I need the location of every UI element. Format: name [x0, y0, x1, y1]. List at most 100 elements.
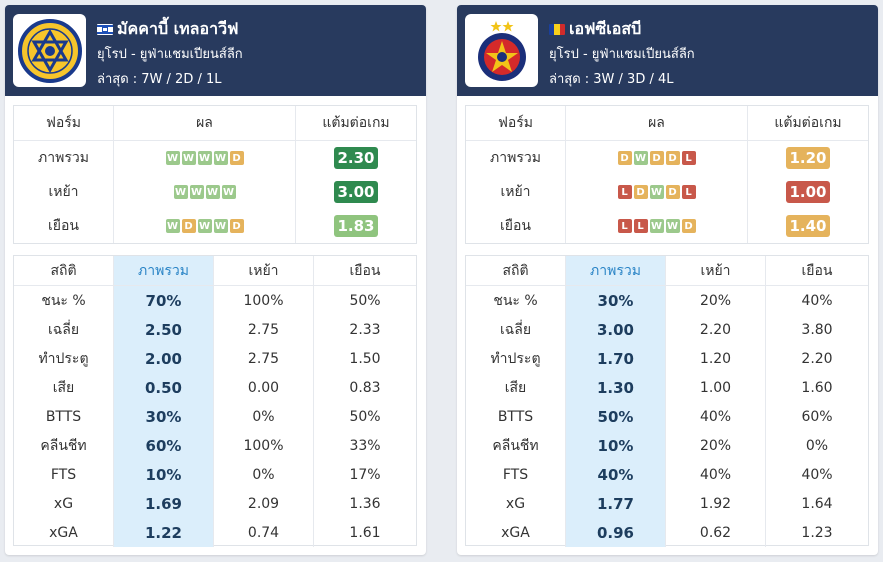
ppg-badge: 1.20 — [786, 147, 830, 169]
stat-away-value: 1.50 — [349, 350, 381, 367]
home-col-header[interactable]: เหย้า — [214, 256, 314, 285]
stat-overall-value: 1.22 — [114, 518, 214, 547]
team-recent-record: ล่าสุด : 7W / 2D / 1L — [97, 72, 222, 87]
stat-label: คลีนชีท — [14, 431, 114, 460]
result-badge: W — [649, 219, 664, 233]
stat-overall-value: 30% — [566, 286, 666, 315]
stat-home-value: 1.92 — [666, 489, 766, 518]
away-col-header[interactable]: เยือน — [349, 262, 381, 279]
form-table-header: ฟอร์ม ผล แต้มต่อเกม — [466, 106, 868, 141]
stat-overall-value: 0.50 — [114, 373, 214, 402]
home-col-header[interactable]: เหย้า — [666, 256, 766, 285]
team-header: มัคคาบี้ เทลอาวีฟ ยุโรป - ยูฟ่าแชมเปียนส… — [5, 5, 426, 96]
result-badge: W — [213, 151, 228, 165]
israel-flag-icon — [97, 23, 113, 35]
ppg-badge: 2.30 — [334, 147, 378, 169]
team-league: ยุโรป - ยูฟ่าแชมเปียนส์ลีก — [97, 47, 243, 62]
team-logo[interactable] — [13, 14, 86, 87]
team-name[interactable]: มัคคาบี้ เทลอาวีฟ — [117, 18, 239, 38]
stat-home-value: 100% — [214, 431, 314, 460]
stats-table: สถิติ ภาพรวม เหย้า เยือน ชนะ % 70% 100% 50%… — [13, 255, 417, 547]
stat-label: เสีย — [14, 373, 114, 402]
team-logo[interactable] — [465, 14, 538, 87]
stat-away-value: 60% — [801, 408, 833, 425]
stat-label: ชนะ % — [14, 286, 114, 315]
stat-label: xGA — [466, 518, 566, 547]
stats-row: คลีนชีท 60% 100% 33% — [14, 431, 416, 460]
away-col-header[interactable]: เยือน — [801, 262, 833, 279]
form-row-label: เยือน — [466, 209, 566, 243]
result-badge: W — [665, 219, 680, 233]
stat-overall-value: 1.77 — [566, 489, 666, 518]
stat-label: เฉลี่ย — [14, 315, 114, 344]
result-badge: W — [197, 219, 212, 233]
stats-row: เสีย 0.50 0.00 0.83 — [14, 373, 416, 402]
form-row-label: เหย้า — [466, 175, 566, 209]
result-badge: L — [617, 185, 632, 199]
result-badge: D — [681, 219, 696, 233]
result-col-header: ผล — [566, 106, 748, 140]
stat-home-value: 0.62 — [666, 518, 766, 547]
stat-label: xGA — [14, 518, 114, 547]
stat-label: FTS — [14, 460, 114, 489]
stat-overall-value: 30% — [114, 402, 214, 431]
stat-col-header: สถิติ — [14, 256, 114, 285]
stat-home-value: 2.20 — [666, 315, 766, 344]
stat-overall-value: 1.30 — [566, 373, 666, 402]
stat-overall-value: 50% — [566, 402, 666, 431]
overall-col-header[interactable]: ภาพรวม — [114, 256, 214, 285]
stat-away-value: 1.61 — [349, 524, 381, 541]
stat-home-value: 0.00 — [214, 373, 314, 402]
overall-col-header[interactable]: ภาพรวม — [566, 256, 666, 285]
result-badge: W — [173, 185, 188, 199]
result-badge: D — [665, 185, 680, 199]
stat-away-value: 17% — [349, 466, 381, 483]
stat-away-value: 0.83 — [349, 379, 381, 396]
stats-row: FTS 10% 0% 17% — [14, 460, 416, 489]
stat-home-value: 2.09 — [214, 489, 314, 518]
ppg-badge: 3.00 — [334, 181, 378, 203]
stat-home-value: 2.75 — [214, 344, 314, 373]
stat-label: BTTS — [14, 402, 114, 431]
result-badge: W — [649, 185, 664, 199]
stats-row: xGA 1.22 0.74 1.61 — [14, 518, 416, 547]
result-badge: W — [181, 151, 196, 165]
stats-row: ชนะ % 70% 100% 50% — [14, 286, 416, 315]
team-card-maccabi: มัคคาบี้ เทลอาวีฟ ยุโรป - ยูฟ่าแชมเปียนส… — [5, 5, 426, 555]
stat-away-value: 2.20 — [801, 350, 833, 367]
result-badge: L — [681, 151, 696, 165]
stats-row: xG 1.77 1.92 1.64 — [466, 489, 868, 518]
ppg-badge: 1.40 — [786, 215, 830, 237]
team-name[interactable]: เอฟซีเอสบี — [569, 18, 642, 38]
stat-overall-value: 1.69 — [114, 489, 214, 518]
result-badge: D — [229, 151, 244, 165]
stat-overall-value: 2.50 — [114, 315, 214, 344]
form-table-header: ฟอร์ม ผล แต้มต่อเกม — [14, 106, 416, 141]
stats-table-header: สถิติ ภาพรวม เหย้า เยือน — [14, 256, 416, 286]
stat-away-value: 50% — [349, 408, 381, 425]
stat-overall-value: 0.96 — [566, 518, 666, 547]
stat-col-header: สถิติ — [466, 256, 566, 285]
result-col-header: ผล — [114, 106, 296, 140]
form-col-header: ฟอร์ม — [14, 106, 114, 140]
stat-label: คลีนชีท — [466, 431, 566, 460]
stat-away-value: 1.23 — [801, 524, 833, 541]
stats-row: xGA 0.96 0.62 1.23 — [466, 518, 868, 547]
stat-home-value: 20% — [666, 286, 766, 315]
form-row-label: เหย้า — [14, 175, 114, 209]
result-badge: W — [221, 185, 236, 199]
stat-home-value: 1.00 — [666, 373, 766, 402]
stats-row: คลีนชีท 10% 20% 0% — [466, 431, 868, 460]
stat-overall-value: 3.00 — [566, 315, 666, 344]
stats-row: ทำประตู 1.70 1.20 2.20 — [466, 344, 868, 373]
stat-home-value: 0% — [214, 402, 314, 431]
stats-row: BTTS 50% 40% 60% — [466, 402, 868, 431]
team-league: ยุโรป - ยูฟ่าแชมเปียนส์ลีก — [549, 47, 695, 62]
